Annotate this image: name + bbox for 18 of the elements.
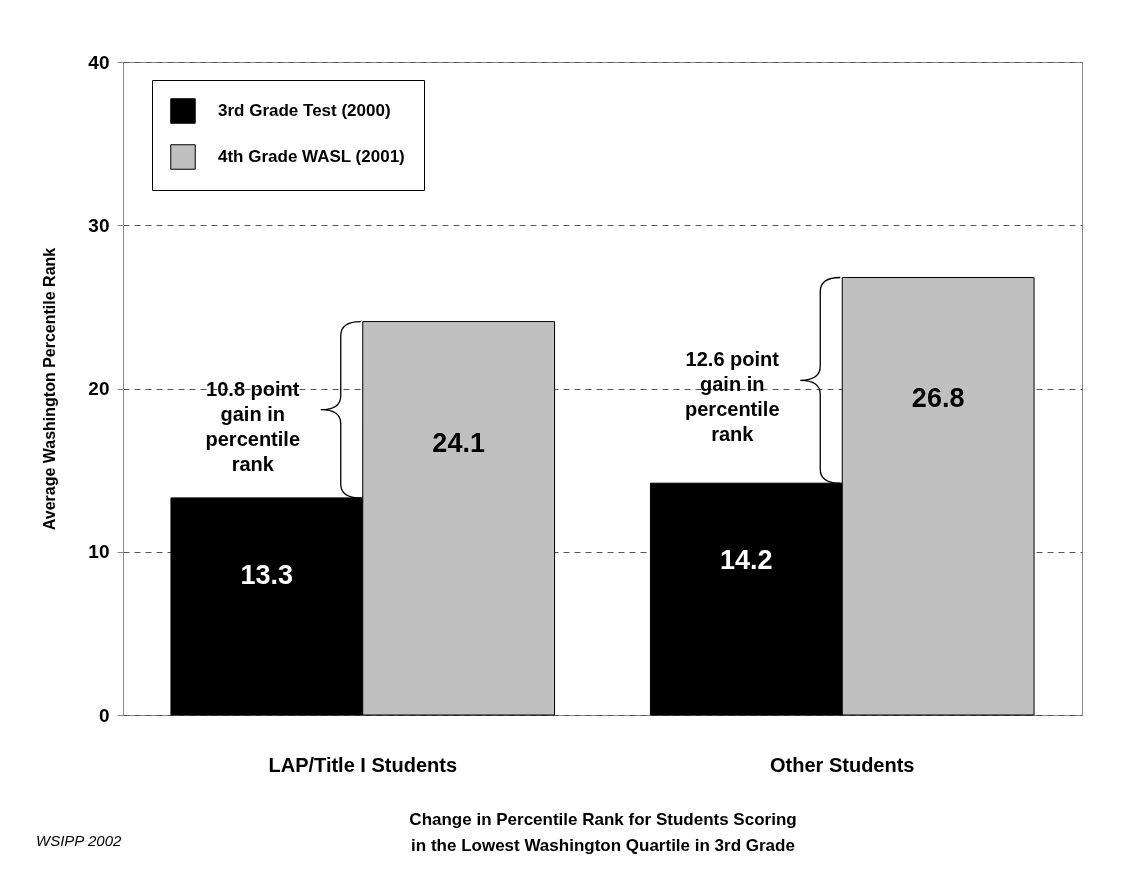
y-axis-title: Average Washington Percentile Rank (41, 247, 59, 531)
text: WSIPP 2002 (36, 832, 122, 849)
y-tick-label: 30 (88, 214, 110, 236)
x-tick-label: LAP/Title I Students (268, 753, 458, 776)
legend-label: 4th Grade WASL (2001) (218, 147, 405, 166)
legend-label: 3rd Grade Test (2000) (218, 101, 391, 120)
x-axis-title: Change in Percentile Rank for Students Scoring in the Lowest Washington Quartile in 3rd Grade (409, 809, 797, 855)
annotation: 10.8 point gain in percentile rank (205, 377, 300, 475)
y-tick-label: 40 (88, 51, 110, 73)
y-tick-label: 0 (98, 704, 110, 726)
x-tick-label: Other Students (770, 753, 915, 776)
data-label: 24.1 (432, 427, 485, 458)
data-label: 26.8 (911, 383, 965, 414)
data-label: 14.2 (720, 545, 773, 576)
annotation: 12.6 point gain in percentile rank (685, 348, 780, 446)
y-tick-label: 10 (88, 541, 110, 563)
y-tick-label: 20 (88, 378, 110, 399)
data-label: 13.3 (240, 559, 294, 590)
